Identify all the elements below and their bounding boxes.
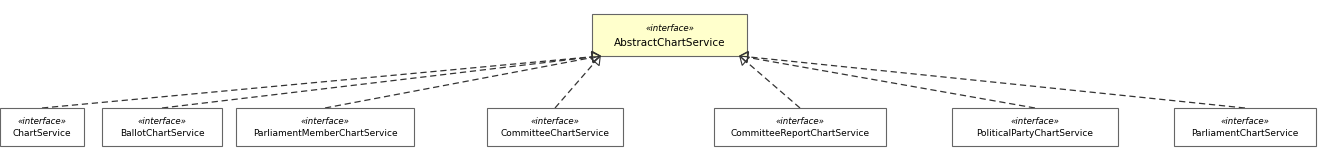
Bar [0,108,84,146]
Text: «interface»: «interface» [138,117,186,126]
Text: BallotChartService: BallotChartService [119,129,204,138]
Text: ParliamentMemberChartService: ParliamentMemberChartService [252,129,397,138]
Text: CommitteeChartService: CommitteeChartService [500,129,610,138]
Text: ParliamentChartService: ParliamentChartService [1191,129,1298,138]
Text: «interface»: «interface» [300,117,350,126]
Bar [952,108,1118,146]
Text: «interface»: «interface» [1011,117,1059,126]
Text: ChartService: ChartService [12,129,71,138]
Bar [593,14,747,56]
Bar [236,108,414,146]
Text: «interface»: «interface» [775,117,825,126]
Bar [102,108,221,146]
Text: «interface»: «interface» [645,24,695,33]
Text: «interface»: «interface» [17,117,67,126]
Text: CommitteeReportChartService: CommitteeReportChartService [731,129,869,138]
Bar [1173,108,1317,146]
Bar [487,108,624,146]
Bar [715,108,886,146]
Text: «interface»: «interface» [1220,117,1270,126]
Text: PoliticalPartyChartService: PoliticalPartyChartService [976,129,1093,138]
Text: AbstractChartService: AbstractChartService [614,38,725,48]
Text: «interface»: «interface» [531,117,579,126]
